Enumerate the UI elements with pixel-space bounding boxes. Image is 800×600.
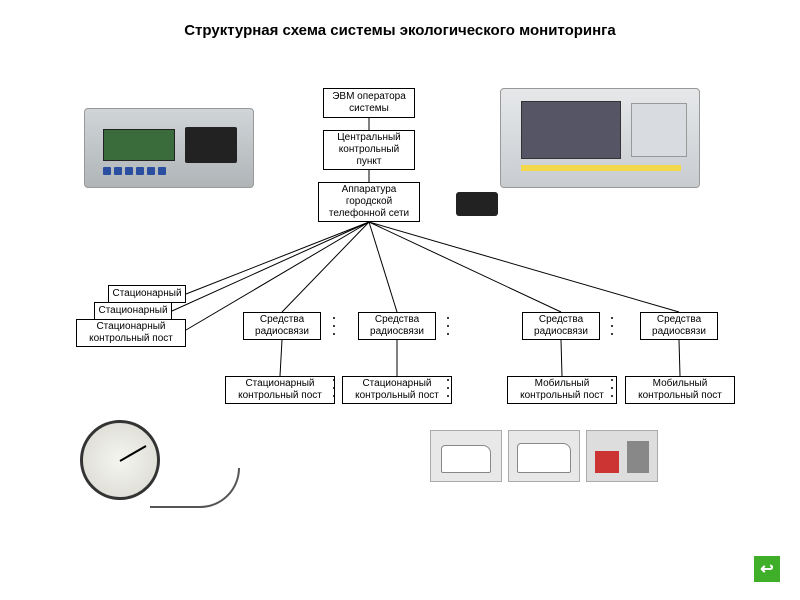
thumb-vehicle-1 [430,430,502,482]
thumb-equipment-3 [586,430,658,482]
node-central-control: Центральныйконтрольныйпункт [323,130,415,170]
diagram-title: Структурная схема системы экологического… [0,22,800,39]
node-radio-4: Средстварадиосвязи [640,312,718,340]
node-stationary-control-post-left: Стационарныйконтрольный пост [76,319,186,347]
device-gas-analyzer-image [84,108,254,188]
node-stationary-1: Стационарный [108,285,186,303]
node-telephone-network: Аппаратурагородскойтелефонной сети [318,182,420,222]
thumb-vehicle-2 [508,430,580,482]
node-radio-3: Средстварадиосвязи [522,312,600,340]
back-button[interactable]: ↩ [754,556,780,582]
device-pressure-gauge-image [80,420,160,500]
node-stationary-2: Стационарный [94,302,172,320]
node-radio-2: Средстварадиосвязи [358,312,436,340]
device-gauge-capillary-image [150,468,240,508]
device-foot-pedal-image [456,192,498,216]
node-mobile-post-2: Мобильныйконтрольный пост [625,376,735,404]
device-analyzer-right-image [500,88,700,188]
node-evm-operator: ЭВМ операторасистемы [323,88,415,118]
node-stationary-post-2: Стационарныйконтрольный пост [342,376,452,404]
node-radio-1: Средстварадиосвязи [243,312,321,340]
node-mobile-post-1: Мобильныйконтрольный пост [507,376,617,404]
node-stationary-post-1: Стационарныйконтрольный пост [225,376,335,404]
